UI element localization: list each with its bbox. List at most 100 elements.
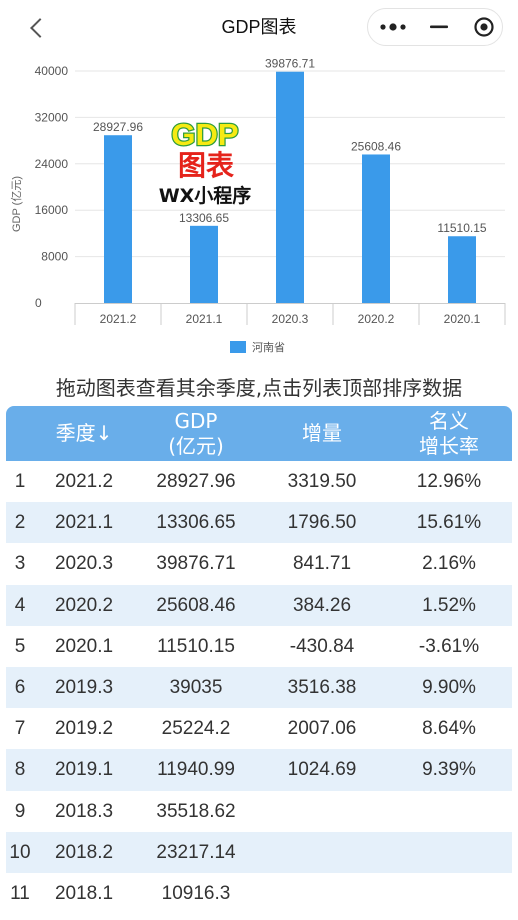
header-growth-label-line1: 名义 bbox=[429, 408, 469, 433]
cell-quarter: 2018.2 bbox=[54, 841, 114, 863]
chart-canvas[interactable]: 0 8000 16000 24000 32000 40000 GDP (亿元) 2021.… bbox=[0, 55, 518, 365]
cell-increase: 3319.50 bbox=[287, 471, 357, 492]
table-row: 7 2019.2 25224.2 2007.06 8.64% bbox=[6, 708, 512, 749]
cell-index: 7 bbox=[14, 718, 26, 740]
cell-increase: 384.26 bbox=[292, 594, 352, 616]
bar-value-labels: 28927.96 13306.65 39876.71 25608.46 11510.15 bbox=[93, 57, 487, 236]
logo-app-text: WX小程序 bbox=[159, 184, 252, 207]
header-quarter-sort[interactable]: 季度↓ bbox=[34, 406, 134, 461]
instruction-text: 拖动图表查看其余季度,点击列表顶部排序数据 bbox=[55, 376, 463, 400]
page-title: GDP图表 bbox=[221, 17, 297, 37]
cell-growth: 9.90% bbox=[422, 676, 476, 698]
bar-value-label: 39876.71 bbox=[265, 57, 315, 71]
table-row: 3 2020.3 39876.71 841.71 2.16% bbox=[6, 543, 512, 584]
y-tick-label: 24000 bbox=[35, 157, 69, 171]
cell-growth: 1.52% bbox=[422, 594, 476, 616]
cell-index: 9 bbox=[14, 800, 26, 822]
bar[interactable] bbox=[276, 71, 304, 303]
table-row: 9 2018.3 35518.62 bbox=[6, 791, 512, 832]
y-axis-ticks: 0 8000 16000 24000 32000 40000 bbox=[35, 64, 69, 310]
cell-gdp: 13306.65 bbox=[156, 512, 236, 534]
bar-value-label: 11510.15 bbox=[437, 221, 486, 235]
cell-index: 8 bbox=[14, 759, 26, 781]
bar-value-label: 13306.65 bbox=[179, 211, 229, 225]
cell-growth: 15.61% bbox=[416, 512, 482, 534]
y-tick-label: 8000 bbox=[41, 250, 68, 264]
header-index bbox=[6, 406, 34, 461]
cell-index: 5 bbox=[14, 635, 26, 657]
gdp-bar-chart[interactable]: 0 8000 16000 24000 32000 40000 GDP (亿元) 2021.… bbox=[0, 55, 518, 365]
cell-gdp: 39876.71 bbox=[156, 553, 236, 575]
cell-increase bbox=[258, 873, 386, 914]
header-increase-sort[interactable]: 增量 bbox=[258, 406, 386, 461]
table-header: 季度↓ GDP (亿元) 增量 名义 增长率 bbox=[6, 406, 512, 461]
cell-increase: 841.71 bbox=[292, 553, 352, 575]
cell-index: 4 bbox=[14, 594, 26, 616]
cell-growth bbox=[386, 791, 512, 832]
nav-bar: GDP图表 bbox=[0, 0, 518, 55]
cell-growth: 2.16% bbox=[422, 553, 476, 575]
bar[interactable] bbox=[362, 154, 390, 303]
close-button[interactable] bbox=[460, 9, 502, 45]
cell-growth: 9.39% bbox=[422, 759, 476, 781]
table-body: 1 2021.2 28927.96 3319.50 12.96% 2 2021.1 13306… bbox=[6, 461, 512, 914]
cell-gdp: 11940.99 bbox=[157, 759, 235, 781]
legend-item[interactable]: 河南省 bbox=[230, 341, 285, 354]
table-row: 2 2021.1 13306.65 1796.50 15.61% bbox=[6, 502, 512, 544]
cell-gdp: 11510.15 bbox=[157, 635, 235, 657]
cell-quarter: 2019.1 bbox=[54, 759, 114, 781]
table-row: 1 2021.2 28927.96 3319.50 12.96% bbox=[6, 461, 512, 502]
cell-increase: 3516.38 bbox=[287, 676, 357, 698]
cell-gdp: 10916.3 bbox=[161, 882, 231, 904]
cell-quarter: 2018.1 bbox=[54, 882, 114, 904]
cell-quarter: 2020.2 bbox=[54, 594, 114, 616]
more-button[interactable] bbox=[368, 9, 418, 45]
y-tick-label: 16000 bbox=[35, 203, 69, 217]
more-dots-icon bbox=[380, 23, 406, 31]
cell-growth bbox=[386, 832, 512, 873]
cell-gdp: 25224.2 bbox=[161, 718, 231, 740]
table-row: 10 2018.2 23217.14 bbox=[6, 831, 512, 873]
table-row: 5 2020.1 11510.15 -430.84 -3.61% bbox=[6, 626, 512, 667]
bar[interactable] bbox=[104, 135, 132, 303]
bars bbox=[104, 71, 476, 303]
cell-index: 3 bbox=[14, 553, 26, 575]
cell-gdp: 39035 bbox=[169, 676, 223, 698]
bar[interactable] bbox=[448, 236, 476, 303]
x-tick-label: 2020.2 bbox=[358, 312, 395, 326]
table-row: 4 2020.2 25608.46 384.26 1.52% bbox=[6, 584, 512, 626]
bar[interactable] bbox=[190, 225, 218, 303]
cell-quarter: 2018.3 bbox=[54, 800, 114, 822]
cell-growth: 12.96% bbox=[416, 471, 482, 492]
cell-growth bbox=[386, 873, 512, 914]
header-gdp-sort[interactable]: GDP (亿元) bbox=[134, 406, 258, 461]
x-axis: 2021.2 2021.1 2020.3 2020.2 2020.1 bbox=[74, 303, 506, 326]
header-gdp-unit: (亿元) bbox=[168, 433, 224, 458]
cell-increase: 2007.06 bbox=[287, 718, 357, 740]
cell-index: 1 bbox=[14, 471, 26, 492]
bar-value-label: 28927.96 bbox=[93, 120, 143, 134]
header-growth-sort[interactable]: 名义 增长率 bbox=[386, 406, 512, 461]
cell-gdp: 28927.96 bbox=[156, 471, 236, 492]
cell-gdp: 23217.14 bbox=[156, 841, 236, 863]
cell-increase: 1024.69 bbox=[287, 759, 357, 781]
y-tick-label: 0 bbox=[35, 296, 42, 310]
legend-swatch bbox=[230, 341, 246, 353]
capsule-menu bbox=[367, 8, 503, 46]
cell-index: 2 bbox=[14, 512, 26, 534]
y-tick-label: 32000 bbox=[35, 110, 69, 124]
cell-quarter: 2020.1 bbox=[54, 635, 114, 657]
cell-quarter: 2021.1 bbox=[54, 512, 114, 534]
cell-increase bbox=[258, 791, 386, 832]
cell-quarter: 2019.2 bbox=[54, 718, 114, 740]
cell-increase: -430.84 bbox=[289, 635, 355, 657]
cell-growth: -3.61% bbox=[418, 635, 480, 657]
app-logo: GDP 图表 WX小程序 bbox=[159, 116, 252, 207]
y-axis-label: GDP (亿元) bbox=[10, 176, 23, 232]
cell-growth: 8.64% bbox=[422, 718, 476, 740]
cell-index: 10 bbox=[9, 841, 31, 863]
logo-chart-text: 图表 bbox=[178, 149, 234, 182]
cell-gdp: 25608.46 bbox=[156, 594, 236, 616]
minimize-button[interactable] bbox=[418, 9, 460, 45]
